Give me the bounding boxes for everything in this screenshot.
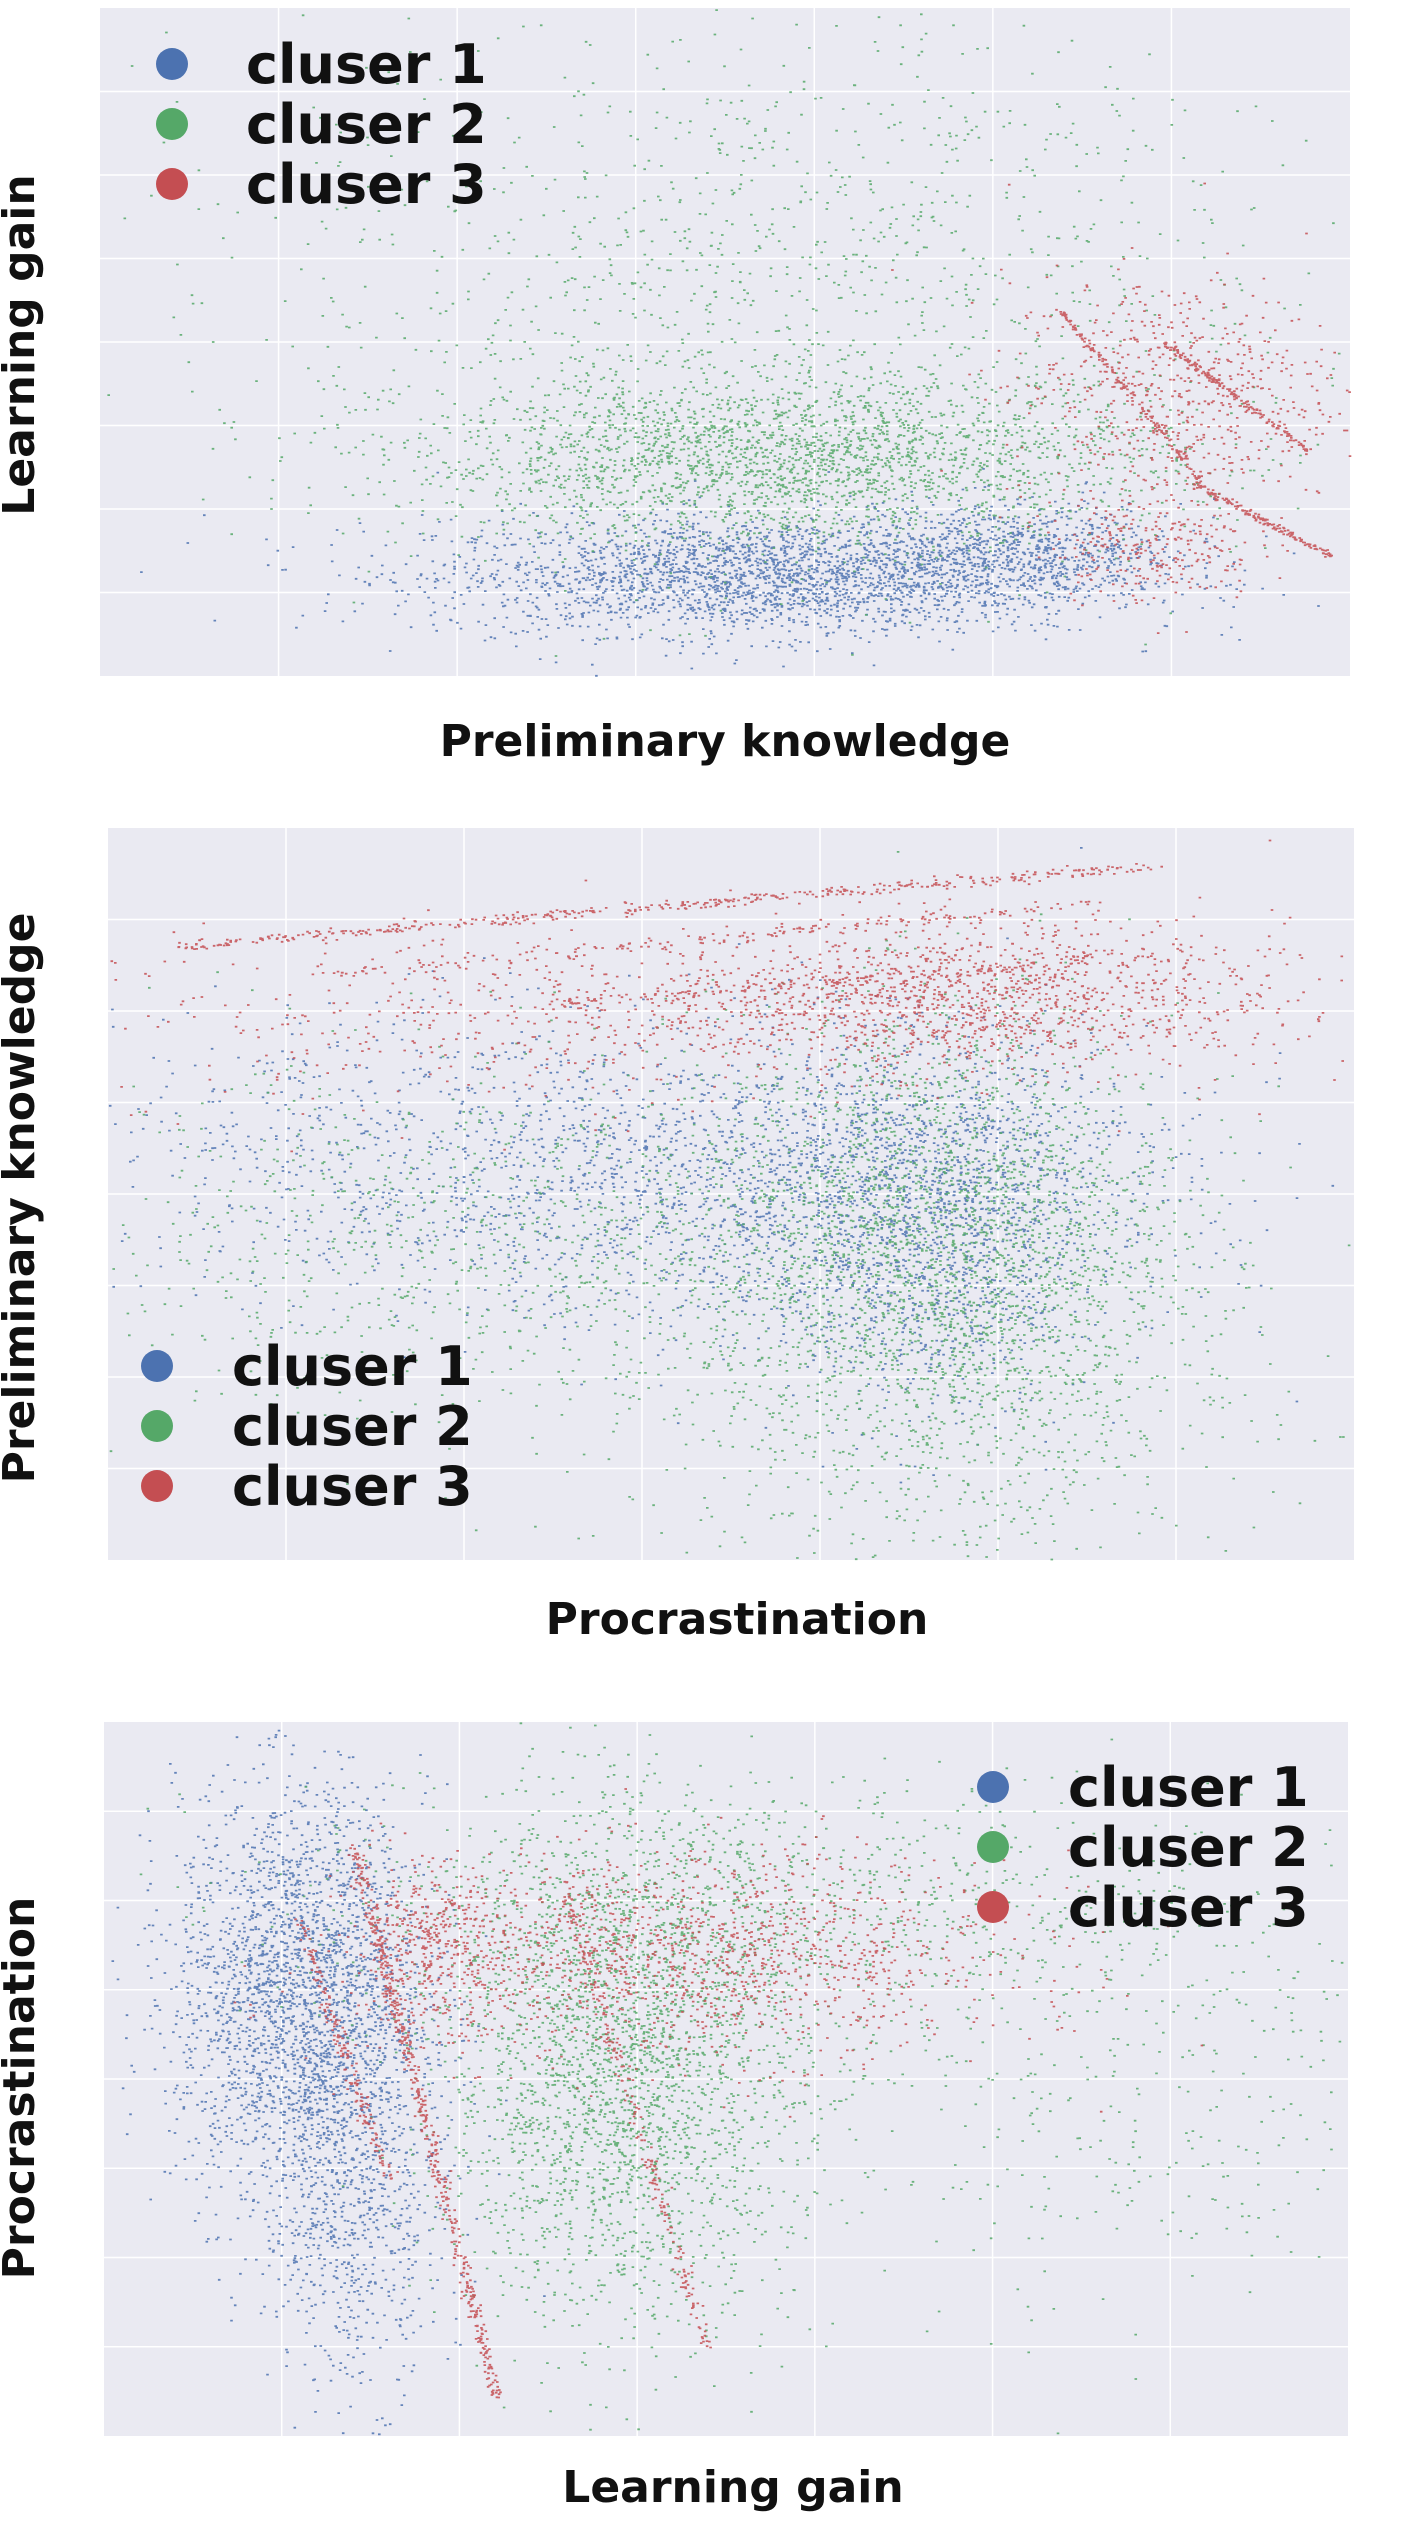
legend-marker-cluster-2 (977, 1831, 1009, 1863)
legend-marker-cluster-1 (156, 48, 188, 80)
scatter-points-cluster-2 (109, 851, 1351, 1561)
scatter-panel-3: Learning gain Procrastination cluser 1 c… (0, 1670, 1408, 2526)
legend-marker-cluster-2 (141, 1410, 173, 1442)
legend-marker-cluster-3 (977, 1891, 1009, 1923)
legend-label-cluster-3: cluser 3 (232, 1455, 473, 1518)
legend-label-cluster-1: cluser 1 (232, 1335, 473, 1398)
legend: cluser 1 cluser 2 cluser 3 (156, 33, 487, 216)
legend: cluser 1 cluser 2 cluser 3 (141, 1335, 473, 1518)
legend-label-cluster-1: cluser 1 (1068, 1756, 1309, 1819)
x-axis-label: Learning gain (562, 2462, 903, 2513)
legend-marker-cluster-3 (156, 168, 188, 200)
y-axis-label: Preliminary knowledge (0, 913, 45, 1484)
scatter-plot-3: Learning gain Procrastination cluser 1 c… (0, 1722, 1348, 2513)
legend-marker-cluster-2 (156, 108, 188, 140)
scatter-plot-1: Preliminary knowledge Learning gain clus… (0, 8, 1352, 767)
x-axis-label: Preliminary knowledge (440, 716, 1011, 767)
series-cluster-2 (109, 851, 1351, 1561)
gridlines (104, 1722, 1348, 2436)
scatter-points-cluster-2 (139, 1722, 1344, 2435)
legend-label-cluster-2: cluser 2 (246, 93, 487, 156)
scatter-panel-1: Preliminary knowledge Learning gain clus… (0, 0, 1408, 800)
legend-marker-cluster-1 (977, 1771, 1009, 1803)
scatter-panel-2: Procrastination Preliminary knowledge cl… (0, 800, 1408, 1670)
legend-label-cluster-1: cluser 1 (246, 33, 487, 96)
legend-label-cluster-2: cluser 2 (1068, 1816, 1309, 1879)
y-axis-label: Procrastination (0, 1897, 45, 2280)
legend: cluser 1 cluser 2 cluser 3 (977, 1756, 1309, 1939)
gridlines (108, 828, 1354, 1560)
legend-label-cluster-2: cluser 2 (232, 1395, 473, 1458)
scatter-plot-2: Procrastination Preliminary knowledge cl… (0, 828, 1354, 1645)
series-cluster-2 (139, 1722, 1344, 2435)
data-points (111, 1722, 1344, 2436)
legend-label-cluster-3: cluser 3 (246, 153, 487, 216)
legend-marker-cluster-1 (141, 1350, 173, 1382)
x-axis-label: Procrastination (546, 1594, 929, 1645)
legend-marker-cluster-3 (141, 1470, 173, 1502)
data-points (108, 839, 1351, 1561)
y-axis-label: Learning gain (0, 174, 45, 515)
legend-label-cluster-3: cluser 3 (1068, 1876, 1309, 1939)
